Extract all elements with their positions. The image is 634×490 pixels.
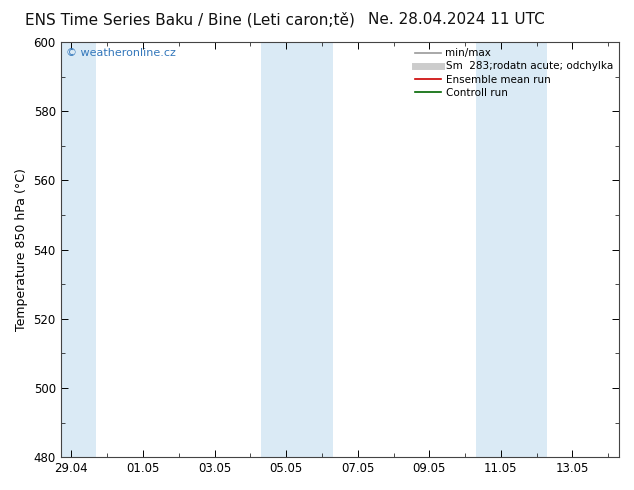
Bar	[476, 42, 547, 457]
Text: Ne. 28.04.2024 11 UTC: Ne. 28.04.2024 11 UTC	[368, 12, 545, 27]
Y-axis label: Temperature 850 hPa (°C): Temperature 850 hPa (°C)	[15, 168, 28, 331]
Legend: min/max, Sm  283;rodatn acute; odchylka, Ensemble mean run, Controll run: min/max, Sm 283;rodatn acute; odchylka, …	[411, 44, 617, 102]
Bar	[61, 42, 96, 457]
Text: ENS Time Series Baku / Bine (Leti caron;tě): ENS Time Series Baku / Bine (Leti caron;…	[25, 12, 355, 28]
Bar	[261, 42, 333, 457]
Text: © weatheronline.cz: © weatheronline.cz	[66, 49, 176, 58]
